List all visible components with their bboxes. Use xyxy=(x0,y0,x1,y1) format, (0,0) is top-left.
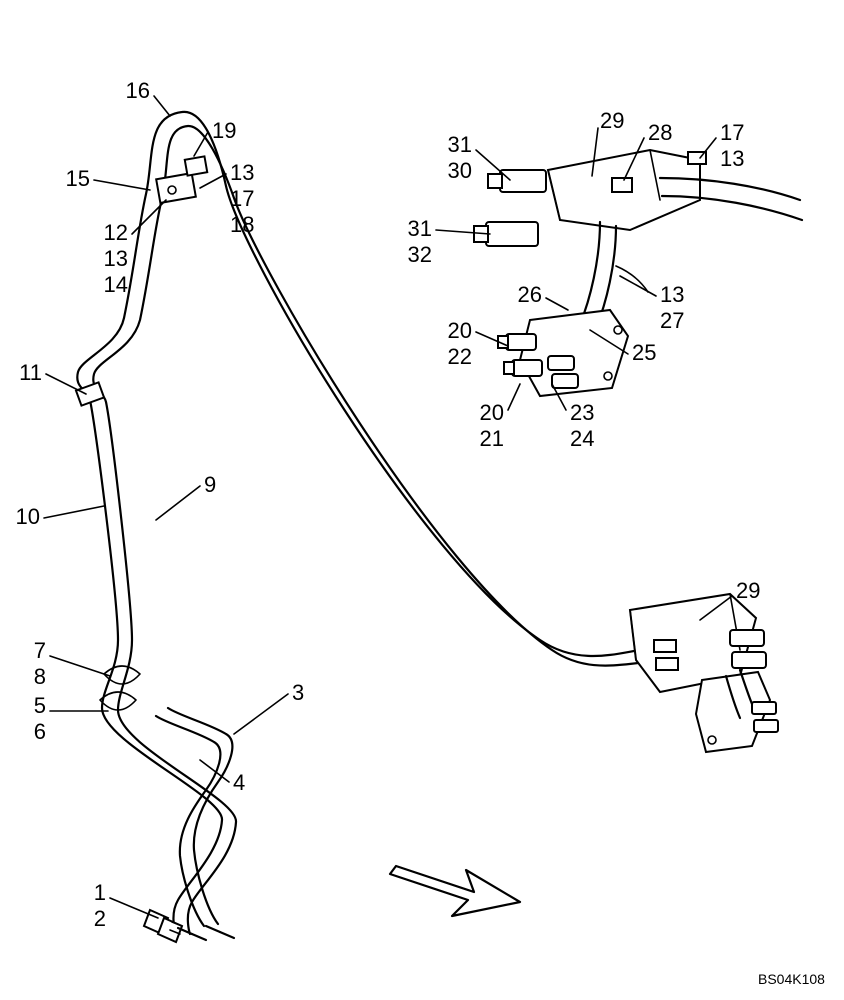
callout-label: 17 xyxy=(230,186,254,211)
callout-label: 12 xyxy=(104,220,128,245)
leader-line xyxy=(154,96,170,116)
callout-label: 5 xyxy=(34,693,46,718)
leader-line xyxy=(620,276,656,296)
leader-line xyxy=(44,506,104,518)
callout-label: 20 xyxy=(480,400,504,425)
callout-label: 28 xyxy=(648,120,672,145)
leader-line xyxy=(50,656,110,676)
coupler-30 xyxy=(488,170,546,192)
callout-label: 26 xyxy=(518,282,542,307)
callout-label: 16 xyxy=(126,78,150,103)
leader-line xyxy=(700,138,716,158)
callout-label: 31 xyxy=(408,216,432,241)
direction-arrow xyxy=(390,866,520,916)
callout-label: 14 xyxy=(104,272,128,297)
callout-label: 19 xyxy=(212,118,236,143)
drawing-id: BS04K108 xyxy=(758,971,825,987)
callout-label: 27 xyxy=(660,308,684,333)
callout-label: 7 xyxy=(34,638,46,663)
callout-label: 3 xyxy=(292,680,304,705)
callout-label: 15 xyxy=(66,166,90,191)
callout-label: 24 xyxy=(570,426,594,451)
callout-label: 30 xyxy=(448,158,472,183)
leader-line xyxy=(234,694,288,734)
leader-line xyxy=(156,486,200,520)
callout-label: 20 xyxy=(448,318,472,343)
small-bracket xyxy=(498,310,628,396)
callout-label: 4 xyxy=(233,770,245,795)
callout-label: 10 xyxy=(16,504,40,529)
callout-label: 17 xyxy=(720,120,744,145)
callout-label: 31 xyxy=(448,132,472,157)
callout-label: 13 xyxy=(660,282,684,307)
leader-line xyxy=(132,200,166,234)
callout-label: 29 xyxy=(736,578,760,603)
callout-label: 23 xyxy=(570,400,594,425)
callout-label: 6 xyxy=(34,719,46,744)
callout-label: 11 xyxy=(19,360,42,385)
callout-label: 9 xyxy=(204,472,216,497)
callout-label: 25 xyxy=(632,340,656,365)
callout-label: 29 xyxy=(600,108,624,133)
leader-line xyxy=(200,174,226,188)
leader-line xyxy=(508,384,520,410)
callout-label: 8 xyxy=(34,664,46,689)
callout-label: 32 xyxy=(408,242,432,267)
callout-label: 22 xyxy=(448,344,472,369)
leader-line xyxy=(194,132,208,156)
callout-label: 2 xyxy=(94,906,106,931)
leader-line xyxy=(110,898,158,918)
top-clamp xyxy=(156,156,207,203)
callout-label: 1 xyxy=(94,880,106,905)
parts-diagram: 1234567891011121314131718151619171328293… xyxy=(0,0,844,1000)
callout-label: 13 xyxy=(720,146,744,171)
callout-label: 13 xyxy=(104,246,128,271)
callout-label: 18 xyxy=(230,212,254,237)
leader-line xyxy=(94,180,150,190)
callout-label: 13 xyxy=(230,160,254,185)
left-hose-assembly xyxy=(76,112,664,942)
callout-label: 21 xyxy=(480,426,504,451)
leader-line xyxy=(546,298,568,310)
